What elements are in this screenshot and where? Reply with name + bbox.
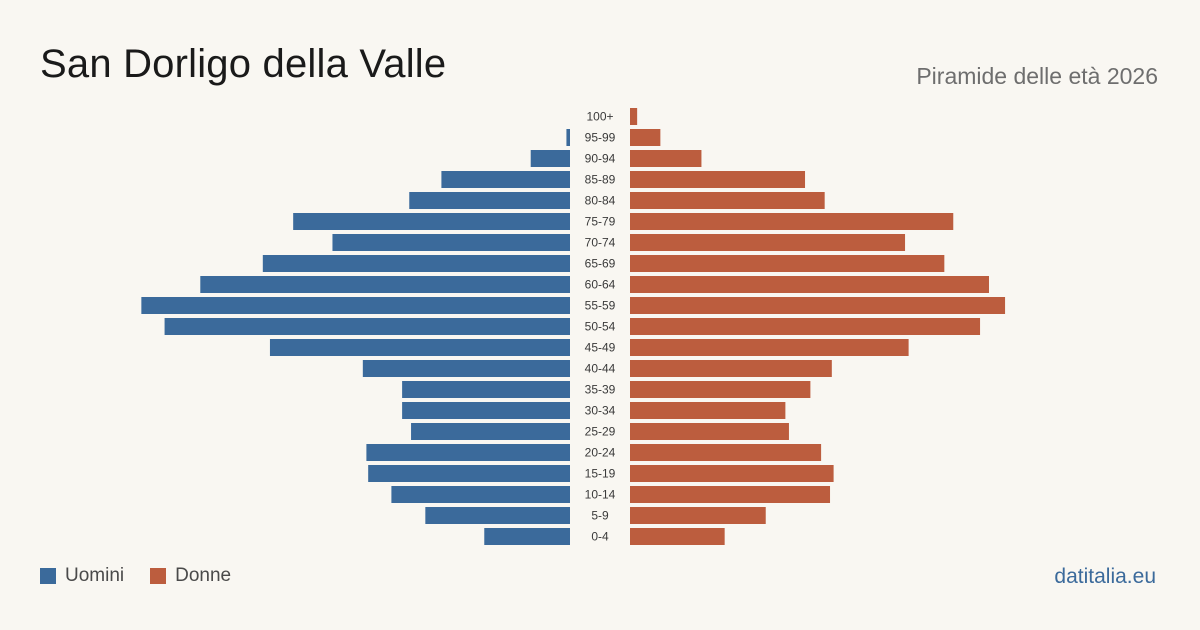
age-labels-group: 100+ 95-99 90-94 85-89 80-84 75-79 70-74 65-69 6… bbox=[585, 110, 616, 544]
age-label-35-39: 35-39 bbox=[585, 383, 616, 397]
bar-men-40-44 bbox=[362, 360, 570, 377]
bar-men-70-74 bbox=[332, 234, 570, 251]
bar-women-55-59 bbox=[630, 297, 1006, 314]
bar-men-90-94 bbox=[530, 150, 570, 167]
bar-men-0-4 bbox=[484, 528, 570, 545]
bar-men-15-19 bbox=[368, 465, 570, 482]
page-subtitle: Piramide delle età 2026 bbox=[916, 63, 1158, 89]
age-label-20-24: 20-24 bbox=[585, 446, 616, 460]
bar-men-95-99 bbox=[566, 129, 570, 146]
legend-label-men: Uomini bbox=[65, 565, 125, 586]
site-link[interactable]: datitalia.eu bbox=[1054, 565, 1156, 588]
bar-women-95-99 bbox=[630, 129, 661, 146]
age-label-0-4: 0-4 bbox=[591, 530, 609, 544]
bar-women-85-89 bbox=[630, 171, 806, 188]
age-label-50-54: 50-54 bbox=[585, 320, 616, 334]
bar-men-60-64 bbox=[200, 276, 570, 293]
age-label-65-69: 65-69 bbox=[585, 257, 616, 271]
age-label-85-89: 85-89 bbox=[585, 173, 616, 187]
bar-men-25-29 bbox=[411, 423, 570, 440]
bar-women-50-54 bbox=[630, 318, 981, 335]
age-label-80-84: 80-84 bbox=[585, 194, 616, 208]
age-label-30-34: 30-34 bbox=[585, 404, 616, 418]
bar-men-30-34 bbox=[402, 402, 570, 419]
age-label-5-9: 5-9 bbox=[591, 509, 609, 523]
bar-women-35-39 bbox=[630, 381, 811, 398]
age-label-75-79: 75-79 bbox=[585, 215, 616, 229]
age-label-25-29: 25-29 bbox=[585, 425, 616, 439]
bar-women-25-29 bbox=[630, 423, 789, 440]
bar-women-65-69 bbox=[630, 255, 945, 272]
bar-men-35-39 bbox=[402, 381, 570, 398]
age-label-70-74: 70-74 bbox=[585, 236, 616, 250]
bar-women-90-94 bbox=[630, 150, 702, 167]
legend-item-women: Donne bbox=[150, 565, 231, 587]
bar-men-5-9 bbox=[425, 507, 570, 524]
age-label-60-64: 60-64 bbox=[585, 278, 616, 292]
bar-men-75-79 bbox=[293, 213, 570, 230]
legend-swatch-women bbox=[150, 568, 167, 584]
bar-women-70-74 bbox=[630, 234, 906, 251]
bar-men-65-69 bbox=[262, 255, 570, 272]
age-label-100+: 100+ bbox=[586, 110, 613, 124]
bars-group bbox=[141, 108, 1006, 545]
legend: Uomini Donne bbox=[40, 565, 257, 587]
legend-label-women: Donne bbox=[175, 565, 232, 586]
age-label-40-44: 40-44 bbox=[585, 362, 616, 376]
bar-men-45-49 bbox=[269, 339, 570, 356]
bar-men-10-14 bbox=[391, 486, 570, 503]
page-title: San Dorligo della Valle bbox=[40, 42, 447, 86]
bar-women-80-84 bbox=[630, 192, 825, 209]
bar-men-50-54 bbox=[164, 318, 570, 335]
age-label-15-19: 15-19 bbox=[585, 467, 616, 481]
age-label-95-99: 95-99 bbox=[585, 131, 616, 145]
bar-men-80-84 bbox=[409, 192, 570, 209]
bar-women-45-49 bbox=[630, 339, 909, 356]
bar-women-10-14 bbox=[630, 486, 831, 503]
age-label-55-59: 55-59 bbox=[585, 299, 616, 313]
bar-women-5-9 bbox=[630, 507, 766, 524]
bar-men-85-89 bbox=[441, 171, 570, 188]
bar-men-20-24 bbox=[366, 444, 570, 461]
bar-women-0-4 bbox=[630, 528, 725, 545]
bar-women-30-34 bbox=[630, 402, 786, 419]
age-label-90-94: 90-94 bbox=[585, 152, 616, 166]
bar-men-55-59 bbox=[141, 297, 571, 314]
legend-item-men: Uomini bbox=[40, 565, 124, 587]
bar-women-75-79 bbox=[630, 213, 954, 230]
bar-women-40-44 bbox=[630, 360, 832, 377]
bar-women-15-19 bbox=[630, 465, 834, 482]
age-label-45-49: 45-49 bbox=[585, 341, 616, 355]
legend-swatch-men bbox=[40, 568, 56, 584]
bar-women-20-24 bbox=[630, 444, 822, 461]
bar-women-100+ bbox=[630, 108, 638, 125]
age-label-10-14: 10-14 bbox=[585, 488, 616, 502]
bar-women-60-64 bbox=[630, 276, 989, 293]
